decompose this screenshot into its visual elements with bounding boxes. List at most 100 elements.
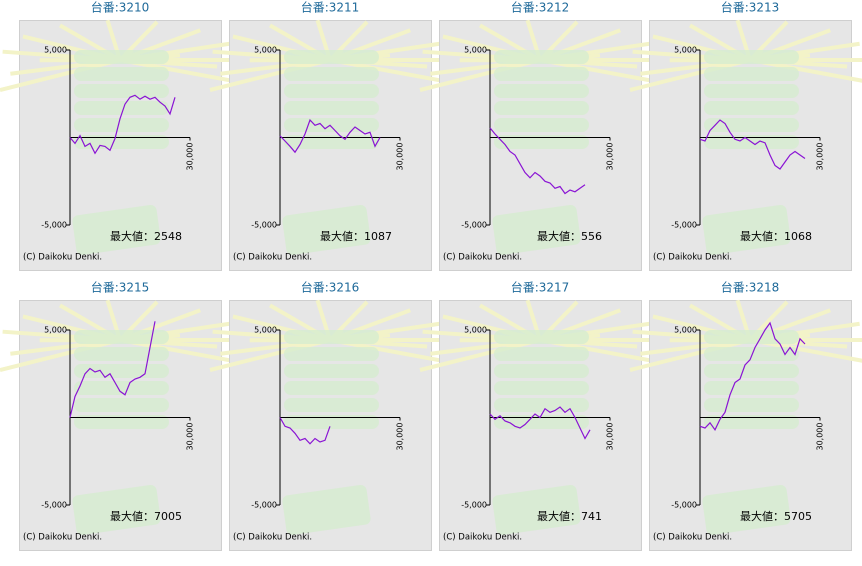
decor-ray	[419, 58, 541, 92]
decor-tier	[494, 364, 589, 378]
decor-tier	[74, 364, 169, 378]
decor-tier	[74, 50, 169, 64]
data-line	[489, 127, 586, 195]
decor-tier	[704, 381, 799, 395]
decor-tier	[284, 84, 379, 98]
decor-ray	[209, 58, 331, 92]
chart-title: 台番:3218	[721, 280, 780, 295]
decor-tray	[702, 204, 791, 255]
y-tick-label: 5,000	[674, 326, 697, 335]
decor-tier	[284, 101, 379, 115]
decor-tier	[704, 67, 799, 81]
decor-tier	[494, 67, 589, 81]
decor-tier	[494, 398, 589, 412]
decor-tier	[494, 118, 589, 132]
y-tick-label: -5,000	[461, 221, 487, 230]
x-tick-label: 30,000	[606, 143, 615, 171]
decor-tier	[74, 135, 169, 149]
data-line	[489, 406, 591, 440]
decor-tier	[284, 381, 379, 395]
decor-ray	[419, 338, 541, 372]
decor-tier	[494, 101, 589, 115]
max-value: 最大値：2548	[110, 229, 182, 243]
data-line	[699, 321, 806, 431]
max-value: 最大値：5705	[740, 509, 812, 523]
decor-tier	[74, 347, 169, 361]
y-tick-label: 5,000	[464, 46, 487, 55]
max-value: 最大値：1068	[740, 229, 812, 243]
chart-panel: 台番:3215 5,000 -5,000 30,000 最大値：7005 (C) Daik…	[0, 280, 240, 551]
decor-tier	[494, 330, 589, 344]
decor-tray	[72, 484, 161, 535]
data-line	[69, 94, 176, 155]
decor-tier	[284, 135, 379, 149]
x-tick-label: 30,000	[186, 423, 195, 451]
decor-tier	[494, 381, 589, 395]
chart-panel: 台番:3213 5,000 -5,000 30,000 最大値：1068 (C) Daik…	[629, 0, 862, 271]
decor-tray	[492, 204, 581, 255]
data-line	[279, 118, 381, 154]
decor-tier	[494, 135, 589, 149]
decor-ray	[629, 58, 751, 92]
y-tick-label: -5,000	[41, 501, 67, 510]
data-line	[279, 417, 331, 445]
chart-title: 台番:3213	[721, 0, 780, 15]
x-tick-label: 30,000	[816, 423, 825, 451]
decor-tier	[74, 381, 169, 395]
decor-tier	[284, 50, 379, 64]
decor-tray	[282, 204, 371, 255]
data-line	[69, 321, 156, 418]
decor-tier	[494, 50, 589, 64]
chart-panel: 台番:3217 5,000 -5,000 30,000 最大値：741 (C) Daiko…	[419, 280, 660, 551]
decor-ray	[629, 338, 751, 372]
decor-tier	[704, 364, 799, 378]
copyright: (C) Daikoku Denki.	[23, 533, 102, 543]
chart-panel: 台番:3216 5,000 -5,000 30,000 (C) Daikoku Denk…	[209, 280, 450, 551]
x-tick-label: 30,000	[816, 143, 825, 171]
decor-tray	[492, 484, 581, 535]
decor-tier	[74, 118, 169, 132]
copyright: (C) Daikoku Denki.	[233, 253, 312, 263]
max-value: 最大値：7005	[110, 509, 182, 523]
decor-tier	[284, 364, 379, 378]
chart-panel: 台番:3211 5,000 -5,000 30,000 最大値：1087 (C) Daik…	[209, 0, 450, 271]
y-tick-label: 5,000	[254, 326, 277, 335]
decor-tier	[74, 330, 169, 344]
decor-tier	[284, 118, 379, 132]
y-tick-label: -5,000	[461, 501, 487, 510]
decor-tray	[72, 204, 161, 255]
decor-ray	[209, 338, 331, 372]
y-tick-label: 5,000	[44, 326, 67, 335]
decor-tier	[284, 330, 379, 344]
chart-panel: 台番:3212 5,000 -5,000 30,000 最大値：556 (C) Daiko…	[419, 0, 660, 271]
chart-title: 台番:3210	[91, 0, 150, 15]
decor-ray	[0, 338, 121, 372]
y-tick-label: 5,000	[464, 326, 487, 335]
y-tick-label: -5,000	[251, 501, 277, 510]
x-tick-label: 30,000	[396, 423, 405, 451]
copyright: (C) Daikoku Denki.	[653, 253, 732, 263]
decor-tier	[704, 118, 799, 132]
decor-tier	[284, 398, 379, 412]
chart-title: 台番:3215	[91, 280, 150, 295]
max-value: 最大値：556	[537, 229, 602, 243]
decor-tier	[704, 50, 799, 64]
x-tick-label: 30,000	[606, 423, 615, 451]
y-tick-label: -5,000	[671, 501, 697, 510]
copyright: (C) Daikoku Denki.	[443, 533, 522, 543]
y-tick-label: 5,000	[674, 46, 697, 55]
decor-tier	[494, 84, 589, 98]
decor-tier	[74, 398, 169, 412]
chart-title: 台番:3216	[301, 280, 360, 295]
x-tick-label: 30,000	[396, 143, 405, 171]
decor-tier	[284, 347, 379, 361]
chart-title: 台番:3217	[511, 280, 570, 295]
decor-tier	[704, 415, 799, 429]
copyright: (C) Daikoku Denki.	[23, 253, 102, 263]
y-tick-label: -5,000	[251, 221, 277, 230]
decor-tier	[704, 398, 799, 412]
y-tick-label: -5,000	[41, 221, 67, 230]
x-tick-label: 30,000	[186, 143, 195, 171]
decor-tier	[494, 415, 589, 429]
